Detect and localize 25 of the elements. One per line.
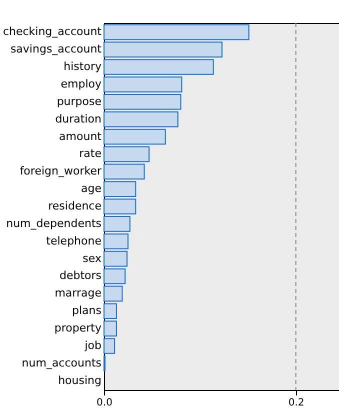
y-tick-label: foreign_worker — [20, 164, 102, 178]
y-tick-label: sex — [82, 252, 102, 265]
y-tick-label: amount — [59, 130, 102, 143]
y-tick-label: job — [84, 338, 102, 352]
y-tick-label: checking_account — [2, 25, 102, 38]
y-tick-label: savings_account — [10, 42, 102, 56]
y-tick-label: residence — [48, 200, 102, 212]
y-tick-label: plans — [72, 304, 102, 318]
y-tick-label: rate — [79, 147, 102, 160]
y-tick-label: marrage — [54, 286, 102, 300]
y-tick-label: age — [81, 182, 102, 196]
y-tick-label: debtors — [59, 269, 102, 282]
y-tick-label: num_accounts — [22, 356, 102, 370]
y-tick-label: history — [64, 60, 102, 74]
y-tick-label: housing — [58, 374, 102, 387]
bar — [104, 128, 166, 145]
bar — [104, 268, 126, 284]
y-tick-label: duration — [55, 112, 102, 126]
x-tick-label: 0.2 — [288, 398, 304, 408]
y-tick-label: num_dependents — [6, 216, 102, 230]
y-tick-label: purpose — [56, 94, 102, 108]
y-tick-label: employ — [60, 77, 102, 90]
y-tick-label: property — [54, 322, 102, 335]
x-tick-label: 0.0 — [96, 398, 112, 408]
y-tick-label: telephone — [46, 234, 102, 248]
